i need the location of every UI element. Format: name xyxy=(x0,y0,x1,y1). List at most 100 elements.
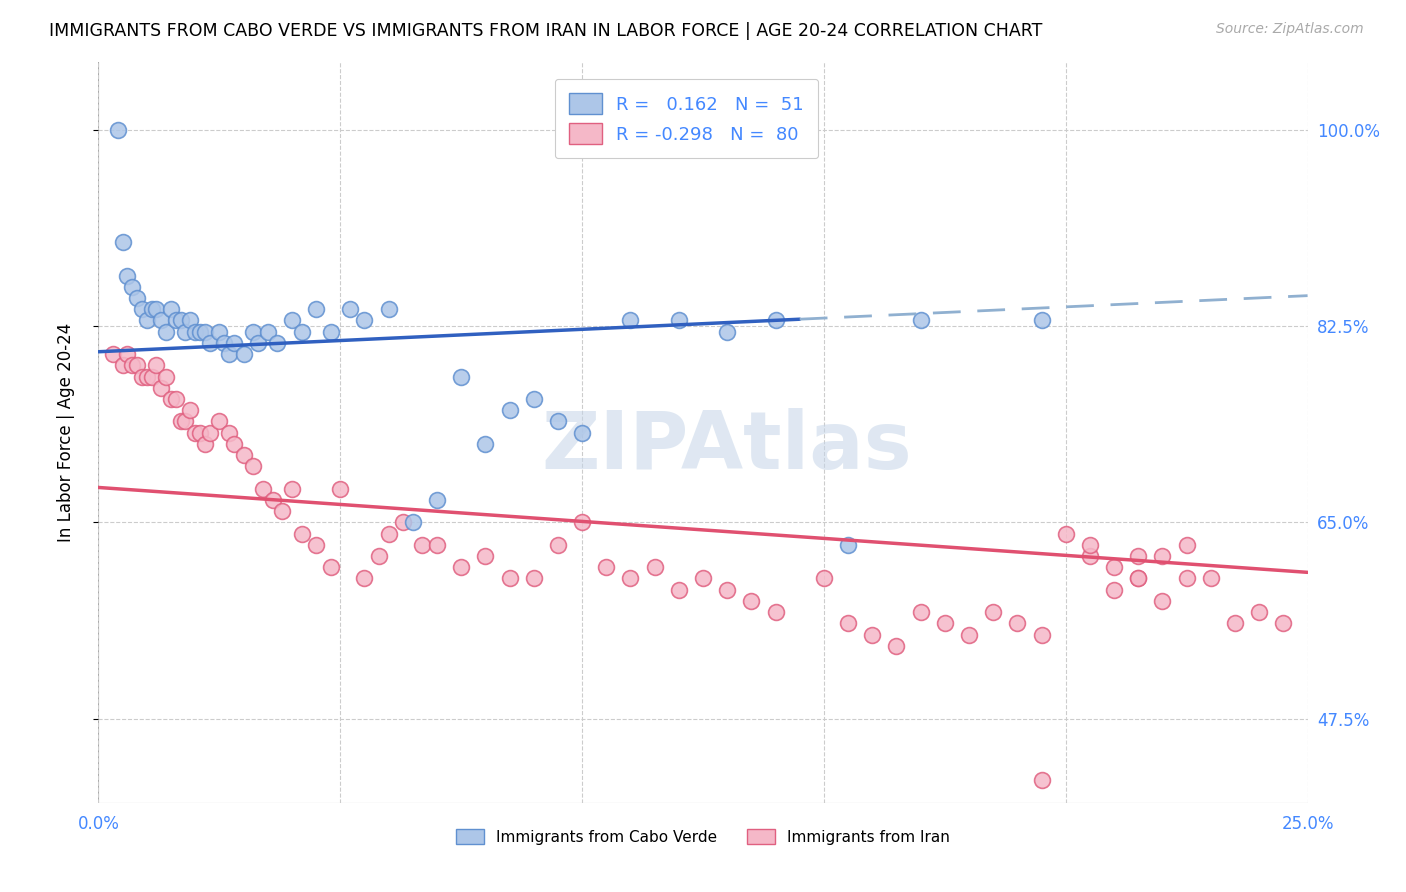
Point xyxy=(165,392,187,406)
Point xyxy=(339,302,361,317)
Point xyxy=(198,335,221,350)
Point xyxy=(194,325,217,339)
Point xyxy=(692,571,714,585)
Point xyxy=(101,347,124,361)
Point xyxy=(498,571,520,585)
Point xyxy=(1078,538,1101,552)
Point xyxy=(1102,560,1125,574)
Point xyxy=(290,325,312,339)
Point xyxy=(644,560,666,574)
Point xyxy=(981,605,1004,619)
Point xyxy=(716,325,738,339)
Point xyxy=(765,605,787,619)
Point xyxy=(450,560,472,574)
Point xyxy=(668,582,690,597)
Point xyxy=(262,492,284,507)
Point xyxy=(1175,571,1198,585)
Point xyxy=(208,325,231,339)
Point xyxy=(716,582,738,597)
Point xyxy=(155,369,177,384)
Point xyxy=(111,235,134,249)
Point xyxy=(188,325,211,339)
Point xyxy=(141,302,163,317)
Point xyxy=(232,347,254,361)
Text: IMMIGRANTS FROM CABO VERDE VS IMMIGRANTS FROM IRAN IN LABOR FORCE | AGE 20-24 CO: IMMIGRANTS FROM CABO VERDE VS IMMIGRANTS… xyxy=(49,22,1043,40)
Point xyxy=(145,359,167,373)
Point xyxy=(498,403,520,417)
Point xyxy=(117,347,139,361)
Point xyxy=(1272,616,1295,631)
Point xyxy=(474,437,496,451)
Point xyxy=(1128,549,1150,563)
Point xyxy=(160,392,183,406)
Point xyxy=(174,414,197,428)
Point xyxy=(377,526,399,541)
Legend: Immigrants from Cabo Verde, Immigrants from Iran: Immigrants from Cabo Verde, Immigrants f… xyxy=(450,822,956,851)
Point xyxy=(1128,571,1150,585)
Point xyxy=(353,313,375,327)
Y-axis label: In Labor Force | Age 20-24: In Labor Force | Age 20-24 xyxy=(56,323,75,542)
Point xyxy=(271,504,294,518)
Point xyxy=(232,448,254,462)
Point xyxy=(402,516,425,530)
Point xyxy=(411,538,433,552)
Point xyxy=(1031,627,1053,641)
Point xyxy=(571,425,593,440)
Point xyxy=(141,369,163,384)
Point xyxy=(179,313,201,327)
Point xyxy=(121,359,143,373)
Point xyxy=(426,538,449,552)
Point xyxy=(188,425,211,440)
Text: Source: ZipAtlas.com: Source: ZipAtlas.com xyxy=(1216,22,1364,37)
Point xyxy=(281,482,304,496)
Point xyxy=(329,482,352,496)
Point xyxy=(218,347,240,361)
Point xyxy=(212,335,235,350)
Point xyxy=(1031,313,1053,327)
Point xyxy=(474,549,496,563)
Point xyxy=(242,459,264,474)
Point xyxy=(957,627,980,641)
Point xyxy=(571,516,593,530)
Point xyxy=(184,425,207,440)
Point xyxy=(218,425,240,440)
Point xyxy=(547,538,569,552)
Point xyxy=(135,369,157,384)
Point xyxy=(1031,773,1053,788)
Point xyxy=(1078,549,1101,563)
Point xyxy=(523,571,546,585)
Point xyxy=(107,122,129,136)
Point xyxy=(305,302,328,317)
Point xyxy=(169,414,191,428)
Point xyxy=(668,313,690,327)
Point xyxy=(208,414,231,428)
Point xyxy=(934,616,956,631)
Point xyxy=(886,639,908,653)
Point xyxy=(290,526,312,541)
Point xyxy=(155,325,177,339)
Point xyxy=(222,437,245,451)
Point xyxy=(392,516,415,530)
Point xyxy=(619,571,641,585)
Point xyxy=(111,359,134,373)
Point xyxy=(813,571,835,585)
Point xyxy=(127,291,149,305)
Point xyxy=(117,268,139,283)
Point xyxy=(150,313,173,327)
Point xyxy=(135,313,157,327)
Point xyxy=(150,381,173,395)
Point xyxy=(198,425,221,440)
Point xyxy=(353,571,375,585)
Point xyxy=(523,392,546,406)
Point xyxy=(165,313,187,327)
Point xyxy=(319,560,342,574)
Point xyxy=(256,325,278,339)
Point xyxy=(127,359,149,373)
Point xyxy=(1152,594,1174,608)
Point xyxy=(1199,571,1222,585)
Point xyxy=(910,605,932,619)
Point xyxy=(131,369,153,384)
Point xyxy=(1152,549,1174,563)
Point xyxy=(1128,571,1150,585)
Point xyxy=(247,335,270,350)
